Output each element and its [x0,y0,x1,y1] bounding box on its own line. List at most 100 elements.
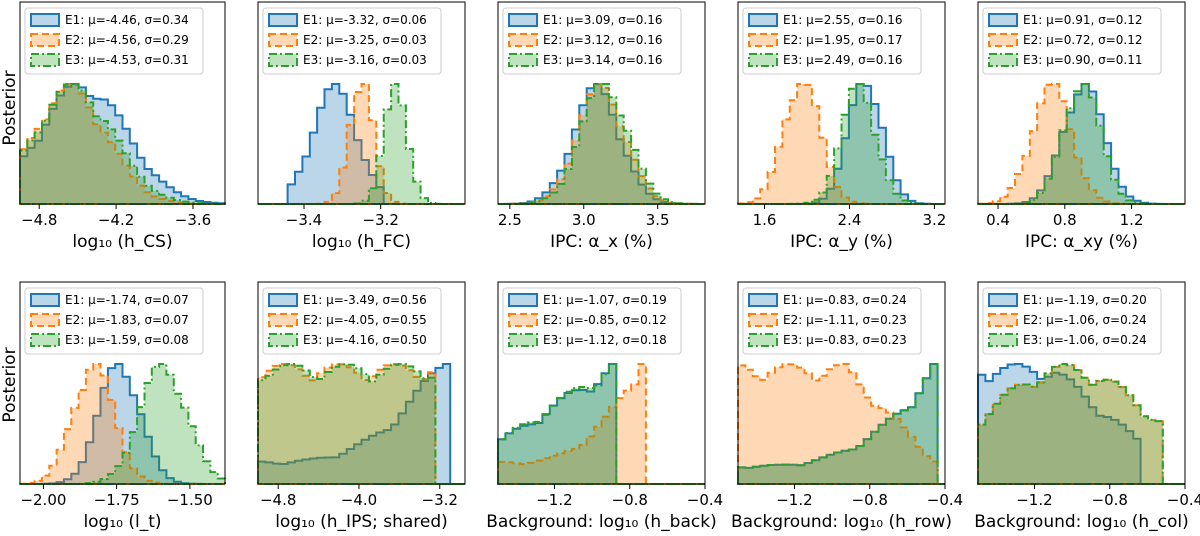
panel-6: −2.00 −1.75 −1.50 log₁₀ (l_t) E1: μ=-1.74, σ… [19,281,226,532]
legend-entry-e3: E3: μ=-0.83, σ=0.23 [783,333,907,347]
legend-box [24,7,204,75]
x-tick-label: −1.2 [776,491,812,509]
x-tick-label: 3.0 [572,211,596,229]
hist-fill-e3 [20,364,225,484]
legend-entry-e3: E3: μ=-1.06, σ=0.24 [1023,333,1147,347]
hist-fill-e3 [978,84,1185,204]
x-tick-label: 2.4 [838,211,862,229]
x-tick-label: −0.4 [687,491,723,509]
legend-swatch-e1 [508,293,538,307]
legend-swatch-e2 [988,33,1018,47]
legend-swatch-e2 [30,33,60,47]
hist-fill-e1 [738,364,945,484]
hist-step-e3 [19,83,226,205]
x-tick-label: 3.5 [646,211,670,229]
hist-step-e3 [737,363,945,485]
x-tick-label: 1.6 [753,211,777,229]
axes-frame [257,281,466,485]
hist-fill-e2 [20,84,225,204]
legend-swatch-e1 [30,13,60,27]
hist-fill-e3 [498,364,705,484]
hist-fill-e1 [20,84,225,204]
legend-entry-e2: E2: μ=-4.56, σ=0.29 [65,33,189,47]
axes-frame [19,281,226,485]
x-axis-label: log₁₀ (l_t) [83,512,161,532]
legend-swatch-e1 [268,293,298,307]
legend-swatch-e2 [508,33,538,47]
axes-frame [977,1,1186,205]
legend-swatch-e3 [508,333,538,347]
legend-entry-e3: E3: μ=3.14, σ=0.16 [543,53,663,67]
legend-entry-e2: E2: μ=-0.85, σ=0.12 [543,313,667,327]
legend-swatch-e3 [988,53,1018,67]
x-tick-label: −1.50 [167,491,213,509]
hist-fill-e3 [258,364,465,484]
legend-entry-e1: E1: μ=0.91, σ=0.12 [1023,13,1143,27]
legend-swatch-e1 [508,13,538,27]
legend-entry-e2: E2: μ=1.95, σ=0.17 [783,33,903,47]
legend-entry-e3: E3: μ=-4.16, σ=0.50 [303,333,427,347]
x-tick-label: −1.75 [94,491,140,509]
legend-box [262,287,442,355]
x-tick-label: −4.0 [341,491,377,509]
legend-box [502,7,682,75]
panel-8: −1.2 −0.8 −0.4 Background: log₁₀ (h_back) E1… [486,281,723,532]
hist-fill-e1 [258,364,465,484]
legend-swatch-e2 [748,33,778,47]
legend-entry-e3: E3: μ=-3.16, σ=0.03 [303,53,427,67]
legend-swatch-e3 [30,53,60,67]
legend-entry-e1: E1: μ=-3.32, σ=0.06 [303,13,427,27]
panel-5: 0.4 0.8 1.2 IPC: α_xy (%) E1: μ=0.91, σ=0.12… [977,1,1186,252]
legend-entry-e1: E1: μ=-1.74, σ=0.07 [65,293,189,307]
x-tick-label: 2.5 [498,211,522,229]
x-axis-label: log₁₀ (h_FC) [312,232,411,252]
hist-step-e1 [257,363,465,485]
legend-swatch-e1 [268,13,298,27]
legend-entry-e3: E3: μ=-4.53, σ=0.31 [65,53,189,67]
axes-frame [737,281,946,485]
legend-entry-e1: E1: μ=-3.49, σ=0.56 [303,293,427,307]
hist-fill-e2 [978,364,1185,484]
x-tick-label: 0.4 [986,211,1010,229]
hist-fill-e2 [498,84,705,204]
panel-4: 1.6 2.4 3.2 IPC: α_y (%) E1: μ=2.55, σ=0.16 E… [737,1,946,252]
legend-entry-e1: E1: μ=3.09, σ=0.16 [543,13,663,27]
legend-swatch-e3 [748,333,778,347]
legend-swatch-e2 [268,33,298,47]
x-tick-label: −3.4 [286,211,322,229]
x-tick-label: −4.2 [98,211,134,229]
hist-step-e2 [257,363,465,485]
x-axis-label: Background: log₁₀ (h_row) [731,512,952,532]
axes-frame [977,281,1186,485]
panel-10: −1.2 −0.8 −0.4 Background: log₁₀ (h_col) E1:… [974,281,1200,532]
legend-box [502,287,682,355]
legend-box [742,7,922,75]
legend-entry-e2: E2: μ=-1.06, σ=0.24 [1023,313,1147,327]
legend-box [262,7,442,75]
legend-entry-e3: E3: μ=-1.59, σ=0.08 [65,333,189,347]
hist-fill-e3 [738,364,945,484]
axes-frame [737,1,946,205]
x-tick-label: 3.2 [922,211,946,229]
legend-entry-e2: E2: μ=0.72, σ=0.12 [1023,33,1143,47]
x-tick-label: 1.2 [1120,211,1144,229]
legend-swatch-e3 [268,333,298,347]
legend-entry-e1: E1: μ=-0.83, σ=0.24 [783,293,907,307]
x-tick-label: −1.2 [1016,491,1052,509]
panel-2: −3.4 −3.2 log₁₀ (h_FC) E1: μ=-3.32, σ=0.06 E… [257,1,466,252]
hist-fill-e2 [258,364,465,484]
x-axis-label: Background: log₁₀ (h_back) [486,512,716,532]
legend-box [982,287,1162,355]
legend-swatch-e3 [30,333,60,347]
x-tick-label: −0.4 [927,491,963,509]
hist-fill-e1 [20,364,225,484]
legend-entry-e1: E1: μ=-1.07, σ=0.19 [543,293,667,307]
hist-fill-e1 [978,364,1185,484]
hist-fill-e2 [738,364,945,484]
legend-entry-e3: E3: μ=-1.12, σ=0.18 [543,333,667,347]
x-axis-label: IPC: α_y (%) [790,232,893,252]
legend-swatch-e2 [748,313,778,327]
hist-fill-e3 [498,84,705,204]
